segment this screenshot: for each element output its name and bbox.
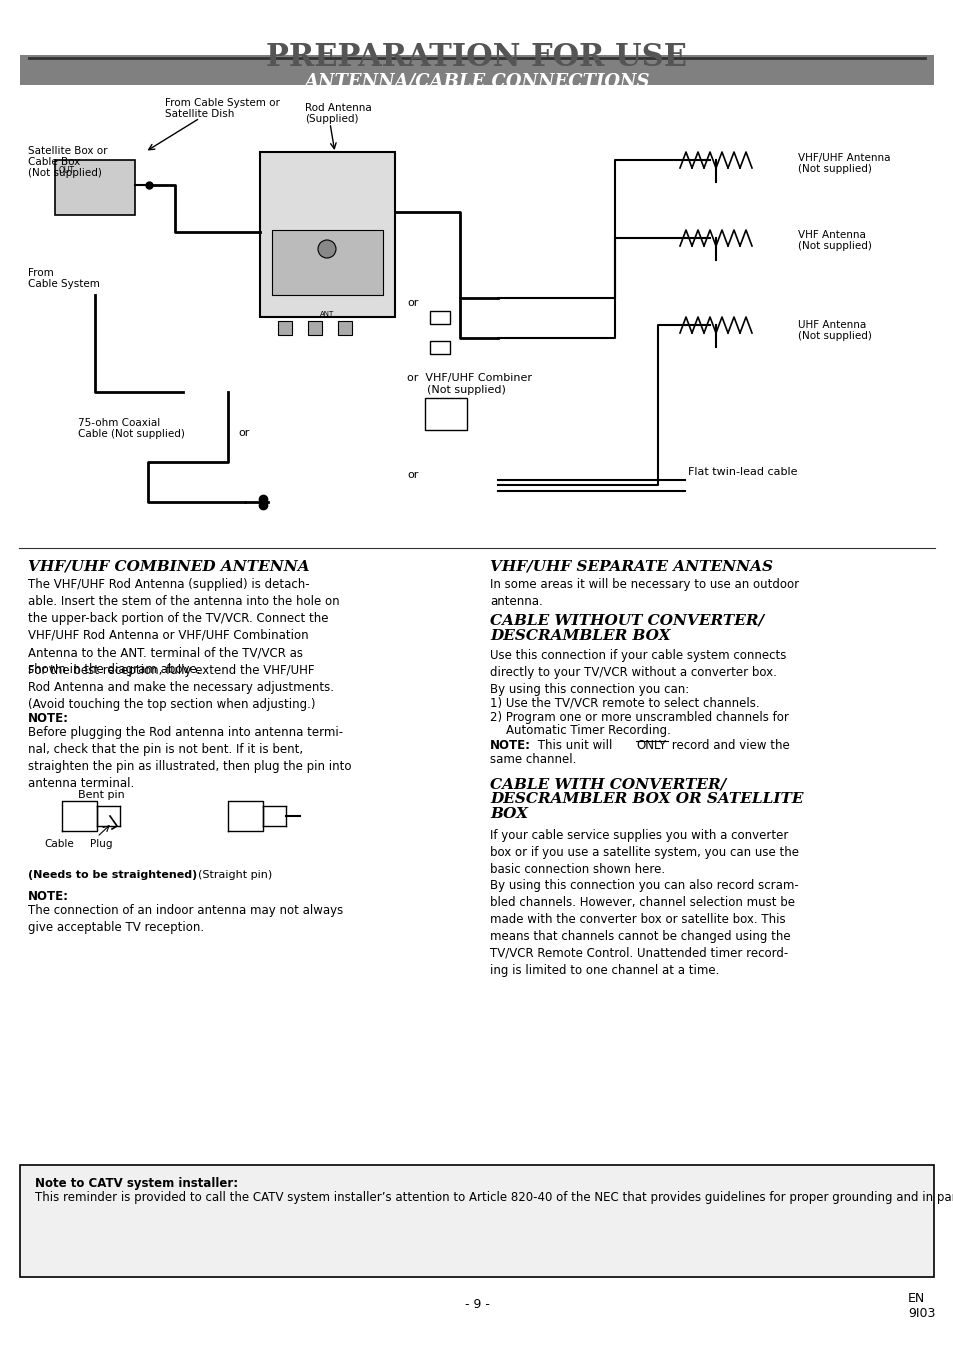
Text: UHF Antenna: UHF Antenna bbox=[797, 319, 865, 330]
Circle shape bbox=[317, 240, 335, 257]
Text: - 9 -: - 9 - bbox=[464, 1298, 489, 1312]
Bar bbox=[20, 55, 933, 85]
Text: CABLE WITHOUT CONVERTER/: CABLE WITHOUT CONVERTER/ bbox=[490, 613, 763, 628]
Text: Rod Antenna: Rod Antenna bbox=[305, 102, 372, 113]
Text: 2) Program one or more unscrambled channels for: 2) Program one or more unscrambled chann… bbox=[490, 710, 788, 724]
Text: VHF/UHF SEPARATE ANTENNAS: VHF/UHF SEPARATE ANTENNAS bbox=[490, 559, 772, 574]
Text: In some areas it will be necessary to use an outdoor
antenna.: In some areas it will be necessary to us… bbox=[490, 578, 799, 608]
Text: NOTE:: NOTE: bbox=[28, 890, 69, 903]
Text: 1) Use the TV/VCR remote to select channels.: 1) Use the TV/VCR remote to select chann… bbox=[490, 697, 759, 710]
Text: The VHF/UHF Rod Antenna (supplied) is detach-
able. Insert the stem of the anten: The VHF/UHF Rod Antenna (supplied) is de… bbox=[28, 578, 339, 675]
Text: Cable: Cable bbox=[44, 838, 73, 849]
Text: Automatic Timer Recording.: Automatic Timer Recording. bbox=[505, 724, 670, 737]
Text: Satellite Dish: Satellite Dish bbox=[165, 109, 234, 119]
Text: Cable (Not supplied): Cable (Not supplied) bbox=[78, 429, 185, 439]
Text: OUT: OUT bbox=[59, 166, 75, 175]
Text: NOTE:: NOTE: bbox=[28, 712, 69, 725]
Text: (Needs to be straightened): (Needs to be straightened) bbox=[28, 869, 197, 880]
Text: From: From bbox=[28, 268, 53, 278]
Text: This unit will: This unit will bbox=[534, 739, 616, 752]
Text: (Supplied): (Supplied) bbox=[305, 115, 358, 124]
Text: Plug: Plug bbox=[90, 838, 112, 849]
Text: Flat twin-lead cable: Flat twin-lead cable bbox=[687, 466, 797, 477]
Text: Satellite Box or: Satellite Box or bbox=[28, 146, 108, 156]
Text: or  VHF/UHF Combiner: or VHF/UHF Combiner bbox=[407, 373, 532, 383]
Text: BOX: BOX bbox=[490, 807, 527, 821]
Bar bbox=[430, 341, 450, 355]
Text: DESCRAMBLER BOX OR SATELLITE: DESCRAMBLER BOX OR SATELLITE bbox=[490, 793, 802, 806]
Text: 9I03: 9I03 bbox=[907, 1308, 934, 1320]
Text: (Straight pin): (Straight pin) bbox=[198, 869, 272, 880]
Bar bbox=[55, 160, 135, 214]
Text: DESCRAMBLER BOX: DESCRAMBLER BOX bbox=[490, 630, 670, 643]
Text: Bent pin: Bent pin bbox=[78, 790, 125, 799]
Text: By using this connection you can:: By using this connection you can: bbox=[490, 683, 688, 696]
Text: Before plugging the Rod antenna into antenna termi-
nal, check that the pin is n: Before plugging the Rod antenna into ant… bbox=[28, 727, 351, 790]
Bar bbox=[430, 311, 450, 324]
Text: For the best reception, fully extend the VHF/UHF
Rod Antenna and make the necess: For the best reception, fully extend the… bbox=[28, 665, 334, 710]
Text: The connection of an indoor antenna may not always
give acceptable TV reception.: The connection of an indoor antenna may … bbox=[28, 905, 343, 934]
Text: VHF/UHF COMBINED ANTENNA: VHF/UHF COMBINED ANTENNA bbox=[28, 559, 310, 574]
Text: record and view the: record and view the bbox=[667, 739, 789, 752]
Text: NOTE:: NOTE: bbox=[490, 739, 531, 752]
Text: Use this connection if your cable system connects
directly to your TV/VCR withou: Use this connection if your cable system… bbox=[490, 648, 785, 679]
Text: Cable Box: Cable Box bbox=[28, 156, 80, 167]
Text: EN: EN bbox=[907, 1291, 924, 1305]
Bar bbox=[20, 1165, 933, 1277]
Text: or: or bbox=[237, 429, 249, 438]
Text: ANTENNA/CABLE CONNECTIONS: ANTENNA/CABLE CONNECTIONS bbox=[304, 73, 649, 92]
Text: If your cable service supplies you with a converter
box or if you use a satellit: If your cable service supplies you with … bbox=[490, 829, 799, 876]
Text: ANT: ANT bbox=[319, 311, 334, 317]
Text: From Cable System or: From Cable System or bbox=[165, 98, 279, 108]
Bar bbox=[308, 321, 322, 336]
Text: (Not supplied): (Not supplied) bbox=[797, 164, 871, 174]
Bar bbox=[272, 231, 382, 295]
Text: or: or bbox=[407, 298, 418, 307]
Text: or: or bbox=[407, 470, 418, 480]
Text: same channel.: same channel. bbox=[490, 754, 576, 766]
Text: ONLY: ONLY bbox=[636, 739, 665, 752]
Text: VHF Antenna: VHF Antenna bbox=[797, 231, 865, 240]
Text: (Not supplied): (Not supplied) bbox=[427, 386, 505, 395]
Bar bbox=[424, 398, 467, 430]
Text: (Not supplied): (Not supplied) bbox=[28, 168, 102, 178]
Bar bbox=[260, 152, 395, 317]
Text: Cable System: Cable System bbox=[28, 279, 100, 288]
Text: PREPARATION FOR USE: PREPARATION FOR USE bbox=[266, 42, 687, 73]
Text: VHF/UHF Antenna: VHF/UHF Antenna bbox=[797, 154, 889, 163]
Text: CABLE WITH CONVERTER/: CABLE WITH CONVERTER/ bbox=[490, 776, 725, 791]
Text: (Not supplied): (Not supplied) bbox=[797, 241, 871, 251]
Text: 75-ohm Coaxial: 75-ohm Coaxial bbox=[78, 418, 160, 429]
Text: Note to CATV system installer:: Note to CATV system installer: bbox=[35, 1177, 238, 1190]
Text: (Not supplied): (Not supplied) bbox=[797, 332, 871, 341]
Bar bbox=[277, 321, 292, 336]
Bar bbox=[337, 321, 352, 336]
Text: This reminder is provided to call the CATV system installer’s attention to Artic: This reminder is provided to call the CA… bbox=[35, 1192, 953, 1204]
Text: By using this connection you can also record scram-
bled channels. However, chan: By using this connection you can also re… bbox=[490, 879, 798, 977]
